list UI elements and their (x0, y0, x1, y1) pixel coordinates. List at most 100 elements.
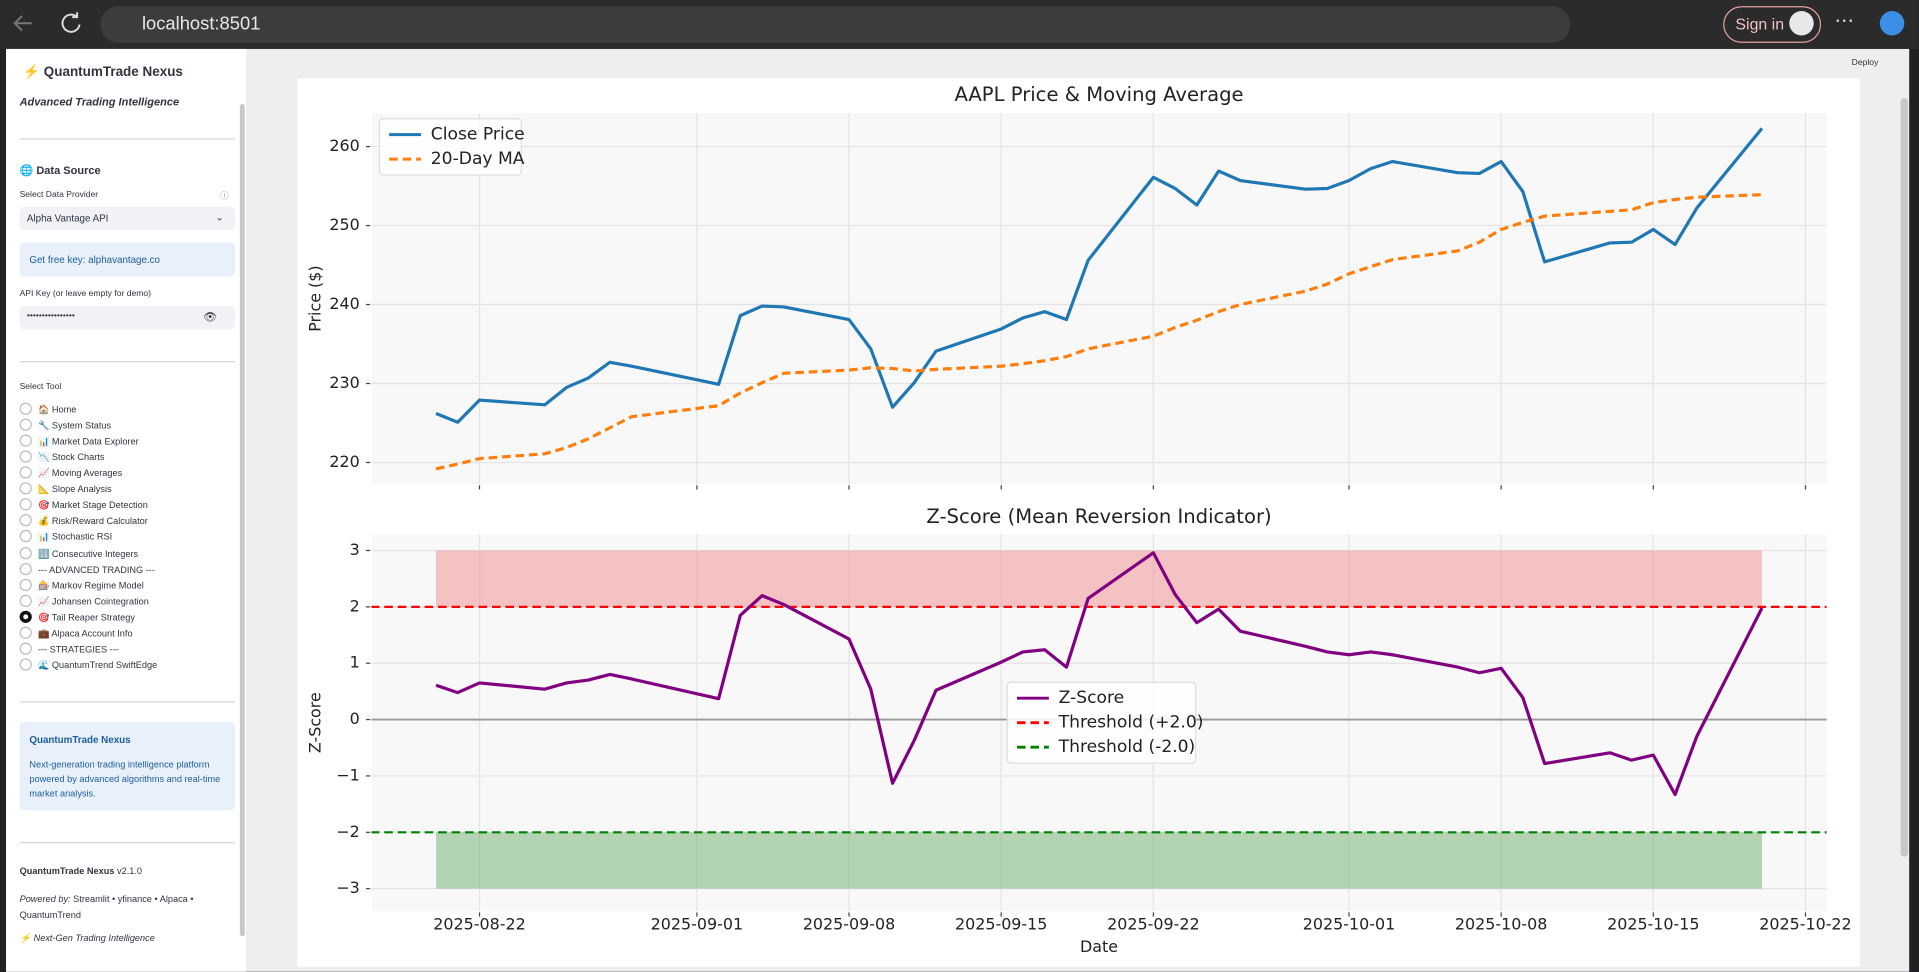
tool-option[interactable]: 🔢 Consecutive Integers (37, 547, 139, 559)
y-tick-label: −3 (336, 878, 359, 897)
sidebar-scrollbar (239, 104, 245, 937)
address-bar[interactable]: localhost:8501 (100, 6, 1571, 43)
eye-icon[interactable]: 👁 (203, 310, 218, 324)
version: v2.1.0 (117, 865, 143, 877)
reload-button[interactable] (61, 12, 81, 33)
tool-option[interactable]: 💰 Risk/Reward Calculator (37, 515, 148, 527)
back-button[interactable] (13, 15, 32, 32)
tool-option[interactable]: 🎯 Market Stage Detection (37, 499, 148, 511)
radio[interactable] (19, 418, 32, 431)
powered-text: Streamlit • yfinance • Alpaca • QuantumT… (19, 893, 194, 921)
legend-label: Threshold (-2.0) (1058, 737, 1196, 757)
tool-option[interactable]: 🎰 Markov Regime Model (37, 579, 144, 591)
y-tick-label: 0 (350, 709, 360, 728)
radio[interactable] (19, 658, 32, 671)
sign-in-button[interactable]: Sign in (1723, 6, 1822, 43)
tool-option[interactable]: 📐 Slope Analysis (37, 483, 112, 495)
tool-option[interactable]: 🌊 QuantumTrend SwiftEdge (37, 659, 158, 671)
x-tick-label: 2025-10-22 (1759, 915, 1851, 934)
radio[interactable] (19, 626, 32, 639)
series-line (435, 127, 1764, 424)
tool-option[interactable]: 💼 Alpaca Account Info (37, 627, 133, 639)
footer-version: QuantumTrade Nexus v2.1.0 (20, 865, 142, 876)
tool-option[interactable]: 🏠 Home (37, 403, 77, 415)
x-axis-label: Date (1080, 937, 1118, 956)
tagline: ⚡ Next-Gen Trading Intelligence (20, 933, 155, 944)
select-value: Alpha Vantage API (26, 212, 109, 224)
x-tick-label: 2025-09-15 (955, 915, 1047, 934)
divider (19, 842, 235, 844)
api-key-input[interactable]: •••••••••••••••• 👁 (19, 305, 235, 330)
tool-option[interactable]: 🔧 System Status (37, 419, 112, 431)
divider (19, 361, 235, 363)
legend (378, 118, 522, 176)
radio[interactable] (19, 482, 32, 495)
legend-label: 20-Day MA (431, 149, 525, 169)
radio[interactable] (19, 594, 32, 607)
radio[interactable] (19, 402, 32, 415)
legend (1006, 681, 1197, 764)
y-tick-label: −2 (336, 822, 359, 841)
tool-option[interactable]: 📈 Moving Averages (37, 467, 123, 479)
y-tick-label: −1 (336, 765, 359, 784)
radio[interactable] (19, 610, 32, 623)
y-tick-label: 250 (329, 215, 359, 234)
tool-option[interactable]: 📊 Stochastic RSI (37, 531, 113, 543)
x-tick-label: 2025-08-22 (433, 915, 525, 934)
radio[interactable] (19, 546, 32, 559)
info-text: Get free key: alphavantage.co (29, 254, 160, 266)
info-box: Get free key: alphavantage.co (19, 242, 235, 277)
legend-label: Threshold (+2.0) (1058, 713, 1204, 733)
sign-in-text: Sign in (1735, 14, 1785, 34)
radio[interactable] (19, 466, 32, 479)
y-tick-label: 1 (350, 653, 360, 672)
radio[interactable] (19, 450, 32, 463)
x-tick-label: 2025-09-08 (803, 915, 895, 934)
radio[interactable] (19, 514, 32, 527)
chevron: ⌄ (215, 211, 224, 223)
tool-option[interactable]: 🎯 Tail Reaper Strategy (37, 611, 135, 623)
divider (19, 701, 235, 703)
copilot-icon[interactable] (1879, 11, 1905, 36)
about-title: QuantumTrade Nexus (29, 734, 131, 746)
provider-select[interactable]: Alpha Vantage API ⌄ (19, 206, 235, 231)
x-tick-label: 2025-10-15 (1607, 915, 1699, 934)
url-text: localhost:8501 (141, 13, 261, 35)
radio[interactable] (19, 434, 32, 447)
tool-option[interactable]: 📈 Johansen Cointegration (37, 595, 149, 607)
tool-option[interactable]: --- STRATEGIES --- (37, 643, 119, 655)
band (436, 550, 1762, 607)
chart-title: AAPL Price & Moving Average (954, 83, 1243, 106)
y-tick-label: 220 (329, 452, 359, 471)
radio[interactable] (19, 498, 32, 511)
y-tick-label: 2 (350, 596, 360, 615)
about-text: Next-generation trading intelligence pla… (29, 758, 221, 800)
radio[interactable] (19, 562, 32, 575)
y-tick-label: 3 (350, 540, 360, 559)
sidebar-title: ⚡ QuantumTrade Nexus (23, 64, 183, 80)
help-icon[interactable]: ⓘ (220, 192, 229, 201)
plot-frame (370, 111, 1828, 486)
tool-option[interactable]: --- ADVANCED TRADING --- (37, 563, 155, 575)
x-tick-label: 2025-10-08 (1455, 915, 1547, 934)
menu-icon[interactable]: ⋯ (1835, 10, 1855, 32)
deploy-button[interactable]: Deploy (1851, 58, 1879, 68)
radio[interactable] (19, 578, 32, 591)
plot-area (370, 112, 1828, 485)
series-line (435, 551, 1764, 797)
tool-option[interactable]: 📉 Stock Charts (37, 451, 105, 463)
chart-title: Z-Score (Mean Reversion Indicator) (926, 505, 1271, 528)
sidebar: ⚡ QuantumTrade Nexus Advanced Trading In… (6, 48, 246, 972)
field-label: API Key (or leave empty for demo) (19, 290, 152, 299)
footer-name: QuantumTrade Nexus (19, 865, 115, 877)
scrollbar (1900, 97, 1908, 857)
field-label: Select Data Provider (19, 190, 99, 200)
field-label: Select Tool (19, 383, 62, 392)
about-box: QuantumTrade Nexus Next-generation tradi… (19, 722, 235, 811)
y-axis-label: Price ($) (305, 265, 324, 331)
radio[interactable] (19, 530, 32, 543)
sidebar-subtitle: Advanced Trading Intelligence (19, 95, 180, 108)
tool-option[interactable]: 📊 Market Data Explorer (37, 435, 139, 447)
radio[interactable] (19, 642, 32, 655)
